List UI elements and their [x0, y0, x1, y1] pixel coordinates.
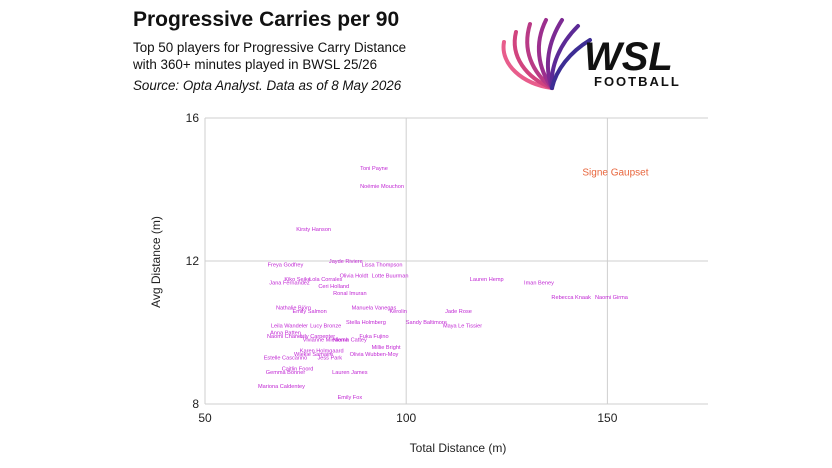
point-label: Jayde Riviere	[329, 259, 363, 265]
point-label: Gemma Bonner	[266, 370, 306, 376]
wsl-football-logo: WSL FOOTBALL	[501, 18, 681, 90]
logo-text: WSL	[584, 35, 673, 79]
point-label: Karen Holmgaard	[300, 348, 344, 354]
point-label: Iman Beney	[524, 280, 554, 286]
point-label: Noëmie Mouchon	[360, 184, 404, 190]
point-label: Leila Wandeler	[271, 323, 308, 329]
point-label: Naomi Girma	[595, 295, 629, 301]
point-label: Anna Patten	[270, 331, 301, 337]
point-label: Nathalie Björn	[276, 305, 311, 311]
point-label: Emily Salmon	[293, 309, 327, 315]
chart-source: Source: Opta Analyst. Data as of 8 May 2…	[133, 78, 402, 93]
point-label: Signe Gaupset	[582, 168, 648, 179]
point-label: Caitlin Foord	[282, 366, 314, 372]
point-label: Jade Rose	[445, 309, 472, 315]
logo-swirl-icon	[501, 18, 592, 90]
chart-grid	[204, 117, 708, 405]
point-label: Kiko Seike	[284, 277, 310, 283]
point-label: Vivianne Miedema	[303, 338, 350, 344]
point-label: Ceri Holland	[318, 284, 349, 290]
point-label: Lauren James	[332, 370, 368, 376]
point-label: Niamh Cattey	[333, 338, 367, 344]
point-label: Ronal Imuran	[333, 291, 367, 297]
point-label: Manuela Vanegas	[352, 305, 397, 311]
point-label: Fuka Fujino	[359, 334, 388, 340]
point-label: Kirsty Hanson	[296, 227, 331, 233]
point-label: Rebecca Knaak	[551, 295, 591, 301]
point-label: Lily Carpenter	[300, 334, 335, 340]
x-tick-label: 50	[198, 411, 212, 425]
point-label: Maya Le Tissier	[443, 323, 482, 329]
x-axis-label: Total Distance (m)	[410, 441, 507, 455]
chart-points: Signe Gaupset Toni Payne Noëmie Mouchon Kir…	[258, 166, 649, 401]
point-label: Lissa Thompson	[362, 263, 403, 269]
point-label: Emily Fox	[338, 395, 363, 401]
y-tick-label: 12	[186, 254, 200, 268]
chart-title: Progressive Carries per 90	[133, 8, 400, 31]
y-tick-label: 16	[186, 111, 200, 125]
point-label: Lotte Buurman	[372, 273, 409, 279]
point-label: Wiekie Samaire	[294, 352, 333, 358]
point-label: Olivia Holdt	[340, 273, 369, 279]
point-label: Sandy Baltimore	[406, 320, 447, 326]
chart-axes: 8 12 16 50 100 150	[186, 111, 618, 425]
point-label: Stella Holmberg	[346, 320, 386, 326]
x-tick-label: 100	[396, 411, 416, 425]
point-label: Toni Payne	[360, 166, 388, 172]
x-tick-label: 150	[597, 411, 617, 425]
point-label: Mariona Caldentey	[258, 384, 305, 390]
point-label: Estelle Cascarino	[264, 356, 308, 362]
point-label: Jess Park	[317, 356, 342, 362]
point-label: Naomi Chanes	[267, 334, 304, 340]
point-label: Jana Fernandez	[269, 280, 310, 286]
chart-subtitle: Top 50 players for Progressive Carry Dis…	[133, 40, 407, 72]
y-tick-label: 8	[192, 397, 199, 411]
y-axis-label: Avg Distance (m)	[149, 216, 163, 308]
point-label: Lucy Bronze	[310, 323, 341, 329]
point-label: Kerolin	[389, 309, 406, 315]
point-label: Freya Godfrey	[268, 263, 304, 269]
logo-subtext: FOOTBALL	[594, 74, 681, 89]
point-label: Lola Corrales	[309, 277, 342, 283]
point-label: Lauren Hemp	[470, 277, 504, 283]
point-label: Olivia Wubben-Moy	[350, 352, 399, 358]
point-label: Millie Bright	[372, 345, 401, 351]
